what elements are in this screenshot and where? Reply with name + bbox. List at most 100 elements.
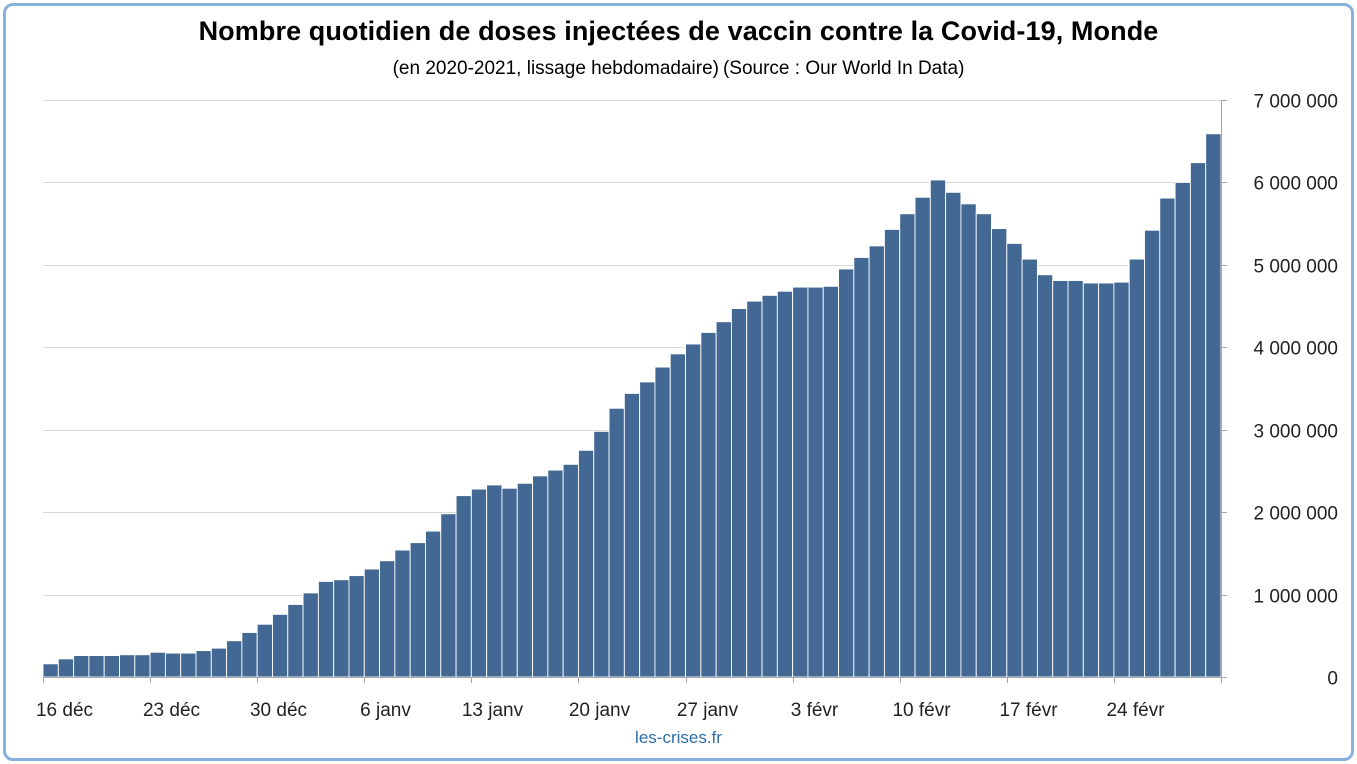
bar [730,308,748,678]
bar [746,300,763,678]
bar [1036,274,1054,678]
bar [868,245,885,678]
bar [103,655,120,678]
x-tick-label: 23 déc [143,700,200,721]
bar [639,381,656,678]
bar [134,654,151,678]
bar [302,592,319,678]
bar [562,463,579,678]
bar [287,604,304,678]
x-tick-label: 16 déc [36,700,93,721]
bar [486,484,503,678]
bar [241,632,258,678]
bar [822,285,839,678]
x-tick-label: 17 févr [999,700,1058,721]
bar [960,203,977,678]
bar [669,353,686,678]
bar [1174,181,1191,678]
bar [164,652,182,678]
chart-subtitle: (en 2020-2021, lissage hebdomadaire) (Sou… [0,58,1357,80]
x-tick-label: 3 févr [791,700,839,721]
bar [440,513,457,678]
y-tick-label: 3 000 000 [1253,422,1338,443]
y-tick-label: 4 000 000 [1253,339,1338,360]
bar [853,256,870,678]
bar [899,213,916,678]
x-tick-label: 13 janv [462,700,524,721]
bar [363,568,381,678]
bar [348,575,365,678]
x-tick-label: 24 févr [1106,700,1165,721]
bar [455,495,472,678]
bar [883,228,901,678]
bar [991,228,1008,678]
bar [715,321,732,678]
bar [700,331,717,678]
bar [1021,258,1038,678]
bar [88,655,105,678]
bar [1098,282,1115,678]
bar [578,449,595,678]
bar [195,650,212,678]
bar [1082,282,1100,678]
bar [654,366,671,678]
bar [838,268,855,678]
bar [470,488,488,678]
bar [57,658,75,678]
x-tick-label: 6 janv [360,700,411,721]
credit-link[interactable]: les-crises.fr [635,728,722,747]
y-tick-label: 1 000 000 [1253,587,1338,608]
x-tick-label: 30 déc [250,700,307,721]
bar [532,475,549,678]
x-tick-label: 10 févr [892,700,951,721]
bar [1006,242,1023,678]
bar [623,392,641,678]
bar [501,487,518,678]
y-tick-label: 7 000 000 [1253,92,1338,113]
bar [1144,229,1161,678]
bar [975,213,992,678]
bar [333,579,350,678]
bar [256,623,273,678]
y-tick-label: 0 [1327,669,1338,690]
bar [394,549,411,678]
bar [379,560,396,678]
bar [685,343,702,678]
bar [547,469,564,678]
bar [272,613,289,678]
bar [761,294,778,678]
bar [425,530,442,678]
chart-title: Nombre quotidien de doses injectées de v… [198,16,1159,46]
bar [317,580,335,678]
bar [1052,280,1069,678]
subtitle-period: (en 2020-2021, lissage hebdomadaire) [392,58,719,79]
bar [807,286,824,678]
x-tick-label: 20 janv [569,700,631,721]
bar [945,191,962,678]
bar [42,663,59,678]
bar [776,290,794,678]
bar [929,179,947,678]
bar [149,651,166,678]
y-tick-label: 6 000 000 [1253,174,1338,195]
bar [1067,280,1084,678]
subtitle-source: (Source : Our World In Data) [722,58,965,79]
bar [792,286,809,678]
bar [119,654,136,678]
y-tick-label: 2 000 000 [1253,504,1338,525]
y-tick-label: 5 000 000 [1253,257,1338,278]
bar [1113,281,1130,678]
bar [210,647,228,678]
bar [180,652,197,678]
bar [1159,197,1176,678]
bar [73,655,90,678]
bar [516,482,534,678]
bar [914,196,931,678]
bar [409,542,426,678]
bar [593,430,610,678]
bar [1189,162,1207,678]
x-tick-label: 27 janv [677,700,739,721]
bar [608,407,625,678]
bar [226,640,243,678]
